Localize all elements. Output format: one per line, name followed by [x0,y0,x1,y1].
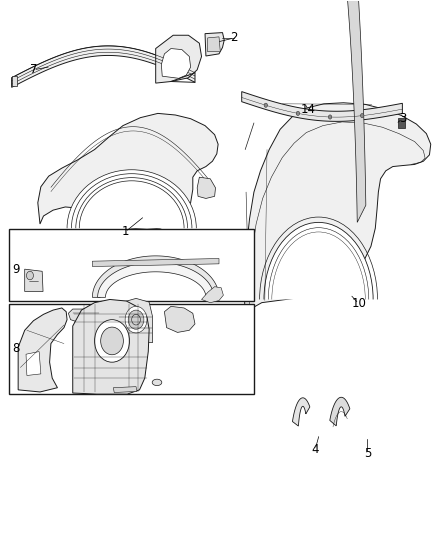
Circle shape [95,320,130,362]
Polygon shape [330,397,350,426]
Text: 2: 2 [230,31,238,44]
Circle shape [360,114,364,118]
FancyBboxPatch shape [399,118,405,128]
Circle shape [328,115,332,119]
Polygon shape [155,35,201,83]
Polygon shape [205,33,224,56]
Polygon shape [118,298,152,343]
Polygon shape [113,386,137,392]
Circle shape [296,111,300,116]
Polygon shape [68,309,101,322]
Circle shape [101,327,124,355]
Polygon shape [25,269,43,292]
Polygon shape [98,262,214,297]
Text: 9: 9 [12,263,20,276]
Text: 4: 4 [311,443,319,456]
FancyBboxPatch shape [10,229,254,301]
Polygon shape [264,222,373,300]
Polygon shape [164,306,195,333]
Circle shape [264,103,268,107]
Text: 3: 3 [399,112,406,125]
Polygon shape [26,352,41,375]
Polygon shape [92,256,219,297]
Polygon shape [208,37,220,52]
Circle shape [26,271,33,280]
Text: 7: 7 [30,63,37,76]
Polygon shape [293,398,310,426]
Polygon shape [201,287,223,303]
Polygon shape [18,308,67,392]
Polygon shape [12,46,195,87]
Circle shape [132,314,141,325]
FancyBboxPatch shape [10,304,254,394]
Polygon shape [244,103,431,325]
Polygon shape [161,49,191,78]
Polygon shape [242,92,403,122]
Text: 1: 1 [121,225,129,238]
Text: 8: 8 [12,342,20,356]
Polygon shape [73,300,149,394]
Polygon shape [67,169,196,228]
Polygon shape [314,0,366,222]
Text: 14: 14 [301,103,316,116]
Circle shape [128,310,144,329]
Polygon shape [197,177,215,198]
Circle shape [125,306,147,333]
Text: 10: 10 [351,297,366,310]
Polygon shape [12,76,17,86]
Polygon shape [38,114,218,229]
Ellipse shape [152,379,162,385]
Polygon shape [92,259,219,266]
Text: 5: 5 [364,447,371,460]
